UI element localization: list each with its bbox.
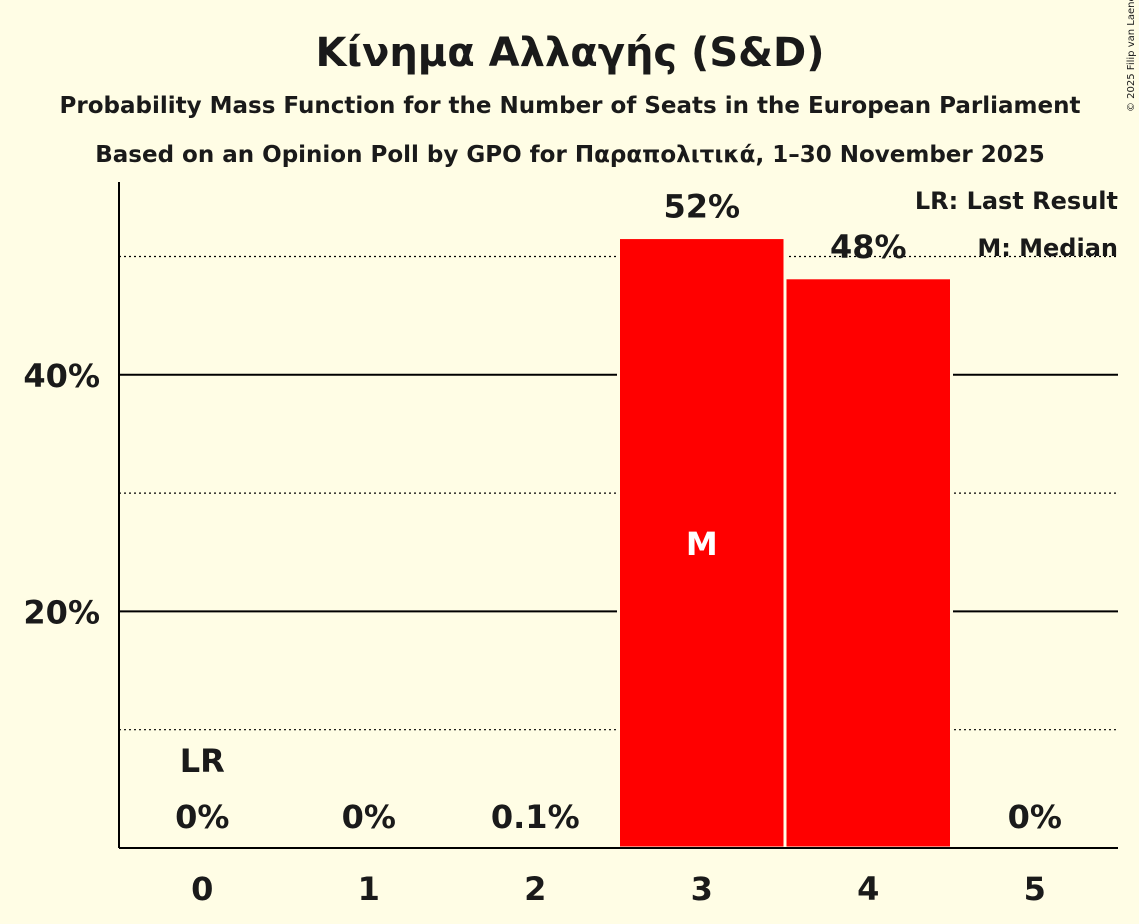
x-tick-label: 2	[524, 870, 546, 908]
median-marker: M	[686, 525, 718, 563]
bar	[617, 236, 787, 850]
x-tick-label: 3	[691, 870, 713, 908]
chart-title: Κίνημα Αλλαγής (S&D)	[315, 30, 824, 76]
x-tick-label: 4	[857, 870, 879, 908]
copyright: © 2025 Filip van Laenen	[1126, 0, 1137, 112]
data-label: 0%	[1008, 798, 1062, 836]
y-tick-label: 20%	[23, 593, 100, 631]
chart-subtitle-2: Based on an Opinion Poll by GPO for Παρα…	[95, 142, 1045, 168]
data-label: 52%	[663, 188, 740, 226]
x-tick-label: 0	[191, 870, 213, 908]
data-label: 0%	[175, 798, 229, 836]
data-label: 0%	[342, 798, 396, 836]
x-tick-label: 5	[1024, 870, 1046, 908]
data-label: 0.1%	[491, 798, 580, 836]
chart-subtitle-1: Probability Mass Function for the Number…	[60, 93, 1081, 119]
legend-last-result: LR: Last Result	[915, 187, 1118, 215]
bar	[783, 276, 953, 850]
legend-median: M: Median	[977, 234, 1118, 262]
y-tick-label: 40%	[23, 357, 100, 395]
data-label: 48%	[830, 228, 907, 266]
last-result-marker: LR	[180, 742, 225, 780]
x-tick-label: 1	[358, 870, 380, 908]
